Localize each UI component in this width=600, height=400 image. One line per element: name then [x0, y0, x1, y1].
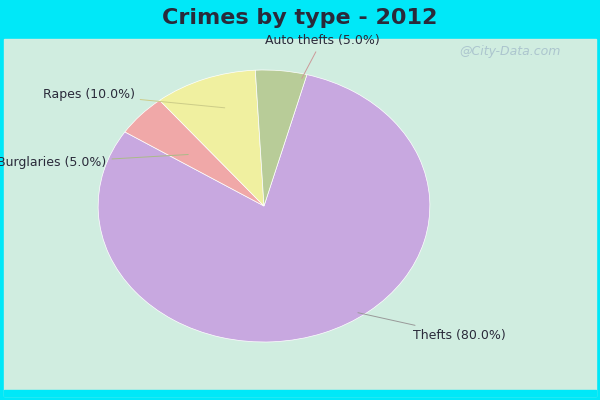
Text: Rapes (10.0%): Rapes (10.0%) — [43, 88, 225, 108]
Text: @City-Data.com: @City-Data.com — [460, 46, 560, 58]
Text: Crimes by type - 2012: Crimes by type - 2012 — [163, 8, 437, 28]
Wedge shape — [98, 75, 430, 342]
Text: Burglaries (5.0%): Burglaries (5.0%) — [0, 154, 188, 169]
Bar — [4, 39, 596, 396]
Text: Thefts (80.0%): Thefts (80.0%) — [358, 313, 506, 342]
Text: Auto thefts (5.0%): Auto thefts (5.0%) — [265, 34, 379, 78]
Bar — [4, 390, 596, 396]
Wedge shape — [160, 70, 264, 206]
Wedge shape — [256, 70, 307, 206]
Wedge shape — [125, 100, 264, 206]
